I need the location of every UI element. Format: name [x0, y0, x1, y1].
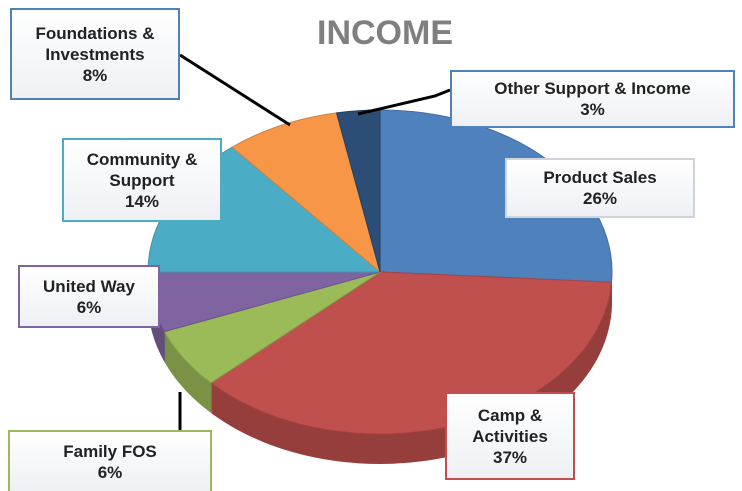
label-name: Family FOS	[63, 442, 157, 461]
slice-label: Foundations & Investments 8%	[10, 8, 180, 100]
label-name: Community & Support	[86, 149, 198, 190]
label-name: Camp & Activities	[472, 405, 548, 446]
label-value: 6%	[97, 463, 123, 482]
label-name: United Way	[43, 276, 135, 296]
slice-label: Product Sales 26%	[505, 158, 695, 218]
leader-line	[179, 53, 291, 127]
slice-label: Family FOS 6%	[8, 430, 212, 491]
label-value: 26%	[582, 189, 618, 208]
label-value: 8%	[82, 65, 108, 85]
label-name: Other Support & Income	[494, 79, 691, 98]
label-name: Product Sales	[543, 168, 657, 187]
slice-label: Other Support & Income 3%	[450, 70, 735, 128]
label-value: 37%	[492, 447, 528, 467]
leader-line	[357, 88, 451, 116]
label-value: 6%	[76, 297, 102, 317]
label-value: 14%	[124, 191, 160, 211]
slice	[231, 112, 381, 274]
slice-label: Community & Support 14%	[62, 138, 222, 222]
slice-label: Camp & Activities 37%	[445, 392, 575, 480]
label-value: 3%	[580, 100, 605, 119]
slice-label: United Way 6%	[18, 265, 160, 328]
label-name: Foundations & Investments	[35, 23, 155, 64]
chart-title: INCOME	[317, 14, 453, 52]
